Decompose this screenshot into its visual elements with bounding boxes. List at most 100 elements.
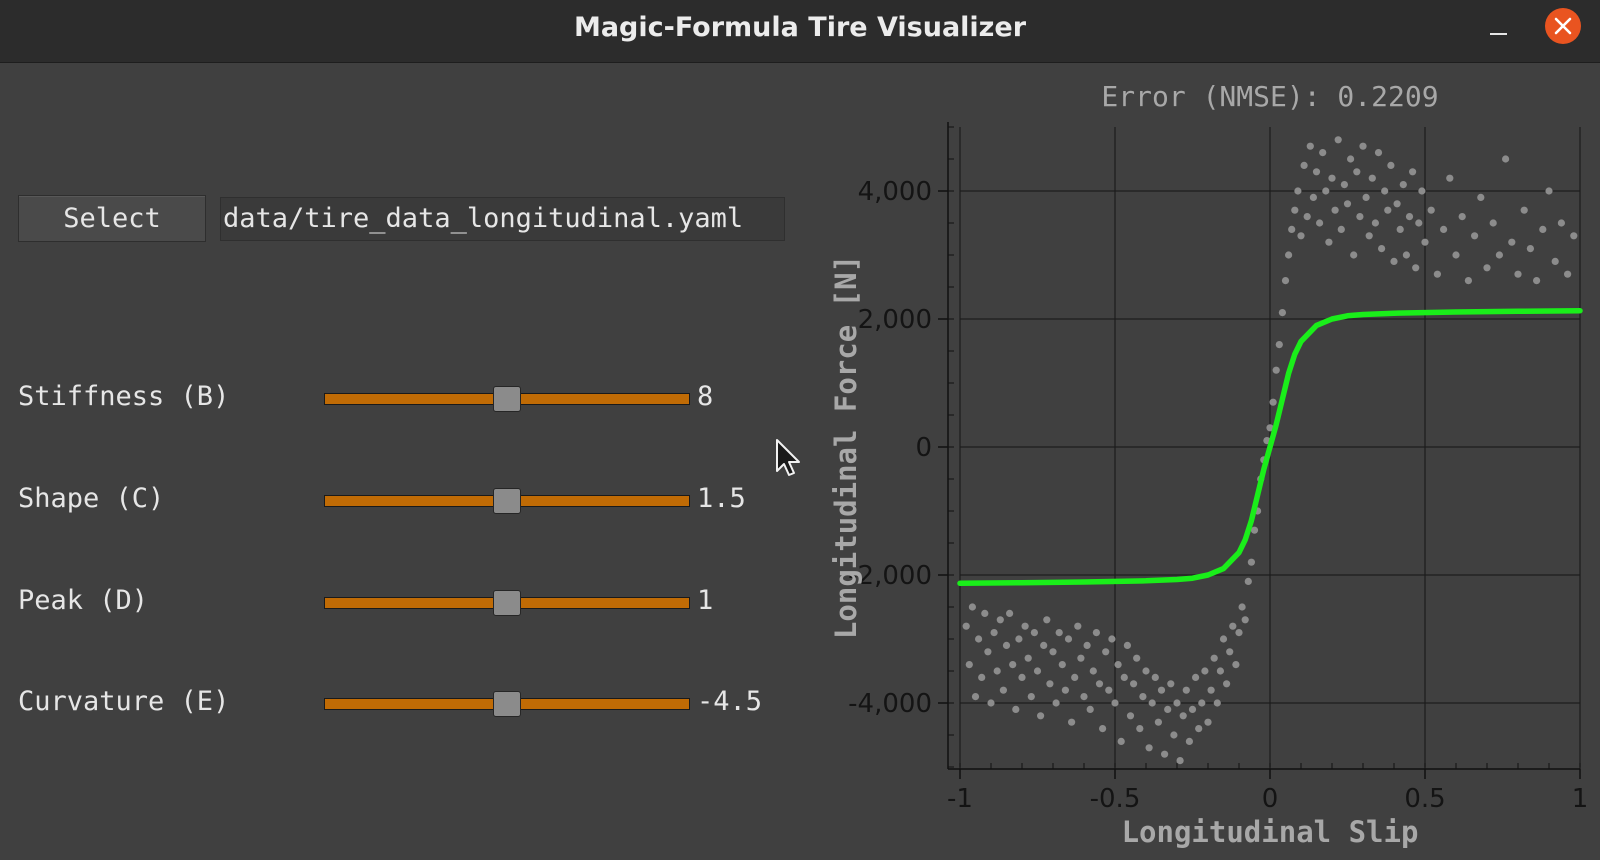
scatter-point [1136,725,1144,733]
fit-curve-line [957,307,1583,587]
scatter-point [1291,206,1299,214]
scatter-point [975,635,983,643]
scatter-point [1247,558,1255,566]
scatter-point [1396,225,1404,233]
scatter-point [1046,680,1054,688]
scatter-point [1520,206,1528,214]
scatter-point [1266,424,1274,432]
x-tick-label: -1 [947,784,973,814]
scatter-point [1210,654,1218,662]
scatter-point [1024,654,1032,662]
scatter-point [1356,213,1364,221]
file-path-field[interactable]: data/tire_data_longitudinal.yaml [220,197,785,241]
minimize-icon[interactable] [1482,16,1514,48]
window-title: Magic-Formula Tire Visualizer [573,12,1027,43]
scatter-point [1306,142,1314,150]
x-axis-label: Longitudinal Slip [1122,815,1419,849]
scatter-point [1179,712,1187,720]
scatter-point [1402,251,1410,259]
peak-slider[interactable] [324,590,690,616]
scatter-point [1223,680,1231,688]
curvature-slider[interactable] [324,691,690,717]
scatter-point [1557,219,1565,227]
scatter-point [1303,213,1311,221]
scatter-point [1322,187,1330,195]
scatter-point [1384,206,1392,214]
scatter-point [1037,712,1045,720]
scatter-point [1343,200,1352,208]
scatter-point [1319,149,1327,157]
scatter-point [1095,680,1104,688]
scatter-point [1071,673,1079,682]
curvature-value: -4.5 [697,686,763,717]
scatter-point [1278,309,1286,317]
slider-handle[interactable] [493,691,521,717]
shape-value: 1.5 [697,483,746,514]
scatter-point [1170,731,1178,739]
scatter-point [1148,699,1156,707]
scatter-point [1229,622,1237,630]
scatter-point [1250,526,1259,534]
peak-value: 1 [697,585,714,616]
scatter-point [1061,686,1069,694]
slider-handle[interactable] [493,590,521,616]
scatter-point [1173,699,1181,707]
scatter-point [993,667,1001,675]
scatter-point [1142,667,1150,675]
scatter-point [1533,277,1541,285]
scatter-point [1111,699,1119,707]
scatter-point [1281,277,1290,285]
scatter-point [1371,219,1379,227]
scatter-point [1130,680,1138,688]
slider-handle[interactable] [493,488,521,514]
shape-slider[interactable] [324,488,690,514]
scatter-point [1551,257,1559,265]
scatter-point [1080,693,1088,701]
scatter-point [1244,577,1252,585]
scatter-point [1105,686,1113,694]
scatter-point [1337,225,1345,233]
scatter-point [1018,673,1026,682]
scatter-point [1452,251,1460,259]
scatter-point [1086,705,1094,714]
y-tick-label: -4,000 [848,689,932,719]
scatter-point [1309,193,1317,201]
x-tick-label: 0.5 [1404,784,1445,814]
scatter-point [1015,635,1023,643]
scatter-point [1040,641,1048,650]
scatter-point [1399,181,1407,189]
scatter-point [1238,603,1246,611]
scatter-point [1347,155,1355,163]
stiffness-slider[interactable] [324,386,690,412]
scatter-point [1207,686,1215,694]
scatter-point [1006,609,1014,618]
scatter-point [1526,245,1534,253]
scatter-point [1427,206,1435,214]
tire-force-chart: -1 -0.5 0 0.5 1 -4,000 -2,000 0 2,000 4,000 Error … [829,80,1588,849]
scatter-point [1269,398,1277,406]
scatter-point [1325,238,1333,246]
scatter-point [1390,257,1398,265]
scatter-point [987,699,995,707]
y-axis-label: Longitudinal Force [N] [829,255,863,639]
scatter-point [1272,366,1280,374]
scatter-point [1157,686,1166,694]
select-file-button[interactable]: Select [18,195,206,242]
scatter-point [1167,680,1175,688]
scatter-point [962,622,970,630]
slider-handle[interactable] [493,386,521,412]
close-icon[interactable] [1545,8,1581,44]
scatter-point [1328,174,1336,182]
scatter-point [1446,174,1454,182]
scatter-point [1300,161,1308,169]
scatter-point [1012,705,1020,714]
scatter-point [1312,168,1321,176]
scatter-point [1471,232,1479,240]
y-tick-label: 2,000 [858,305,932,335]
scatter-point [1350,251,1358,259]
scatter-point [1288,225,1296,233]
y-tick-label: 0 [915,433,932,463]
scatter-point [1393,200,1401,208]
scatter-point [996,616,1004,624]
